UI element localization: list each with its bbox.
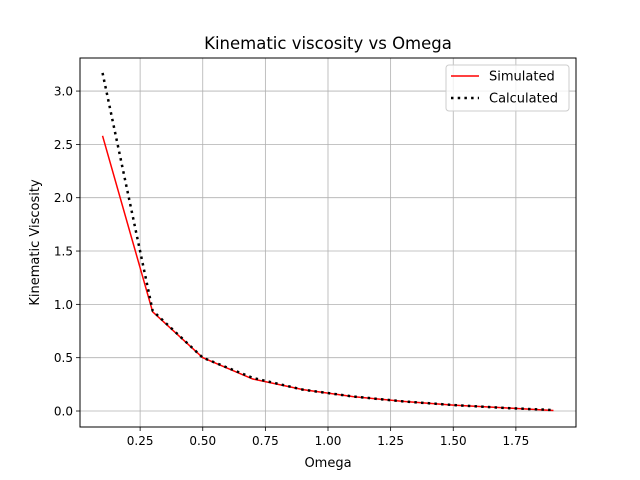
y-axis-label: Kinematic Viscosity — [28, 179, 43, 306]
legend-label: Calculated — [489, 92, 558, 107]
x-tick-label: 0.25 — [127, 434, 154, 448]
x-tick-label: 1.50 — [440, 434, 467, 448]
chart-title: Kinematic viscosity vs Omega — [204, 34, 452, 53]
y-tick-label: 2.5 — [54, 138, 73, 152]
y-axis-ticks: 0.0 0.5 1.0 1.5 2.0 2.5 3.0 — [54, 85, 80, 419]
x-tick-label: 1.25 — [377, 434, 404, 448]
series-lines — [101, 72, 554, 412]
legend-item-calculated: Calculated — [451, 92, 558, 107]
x-tick-label: 1.75 — [503, 434, 530, 448]
legend: Simulated Calculated — [445, 64, 570, 112]
x-tick-label: 0.50 — [189, 434, 216, 448]
x-tick-label: 0.75 — [252, 434, 279, 448]
x-axis-ticks: 0.25 0.50 0.75 1.00 1.25 1.50 1.75 — [127, 427, 529, 448]
y-tick-label: 1.5 — [54, 245, 73, 259]
legend-label: Simulated — [489, 70, 555, 85]
series-line-calculated — [101, 72, 554, 412]
y-tick-label: 3.0 — [54, 85, 73, 99]
y-tick-label: 2.0 — [54, 191, 73, 205]
grid — [80, 58, 576, 427]
y-tick-label: 0.5 — [54, 351, 73, 365]
x-axis-label: Omega — [304, 456, 351, 471]
y-tick-label: 1.0 — [54, 298, 73, 312]
y-tick-label: 0.0 — [54, 405, 73, 419]
x-tick-label: 1.00 — [315, 434, 342, 448]
legend-item-simulated: Simulated — [451, 70, 555, 85]
